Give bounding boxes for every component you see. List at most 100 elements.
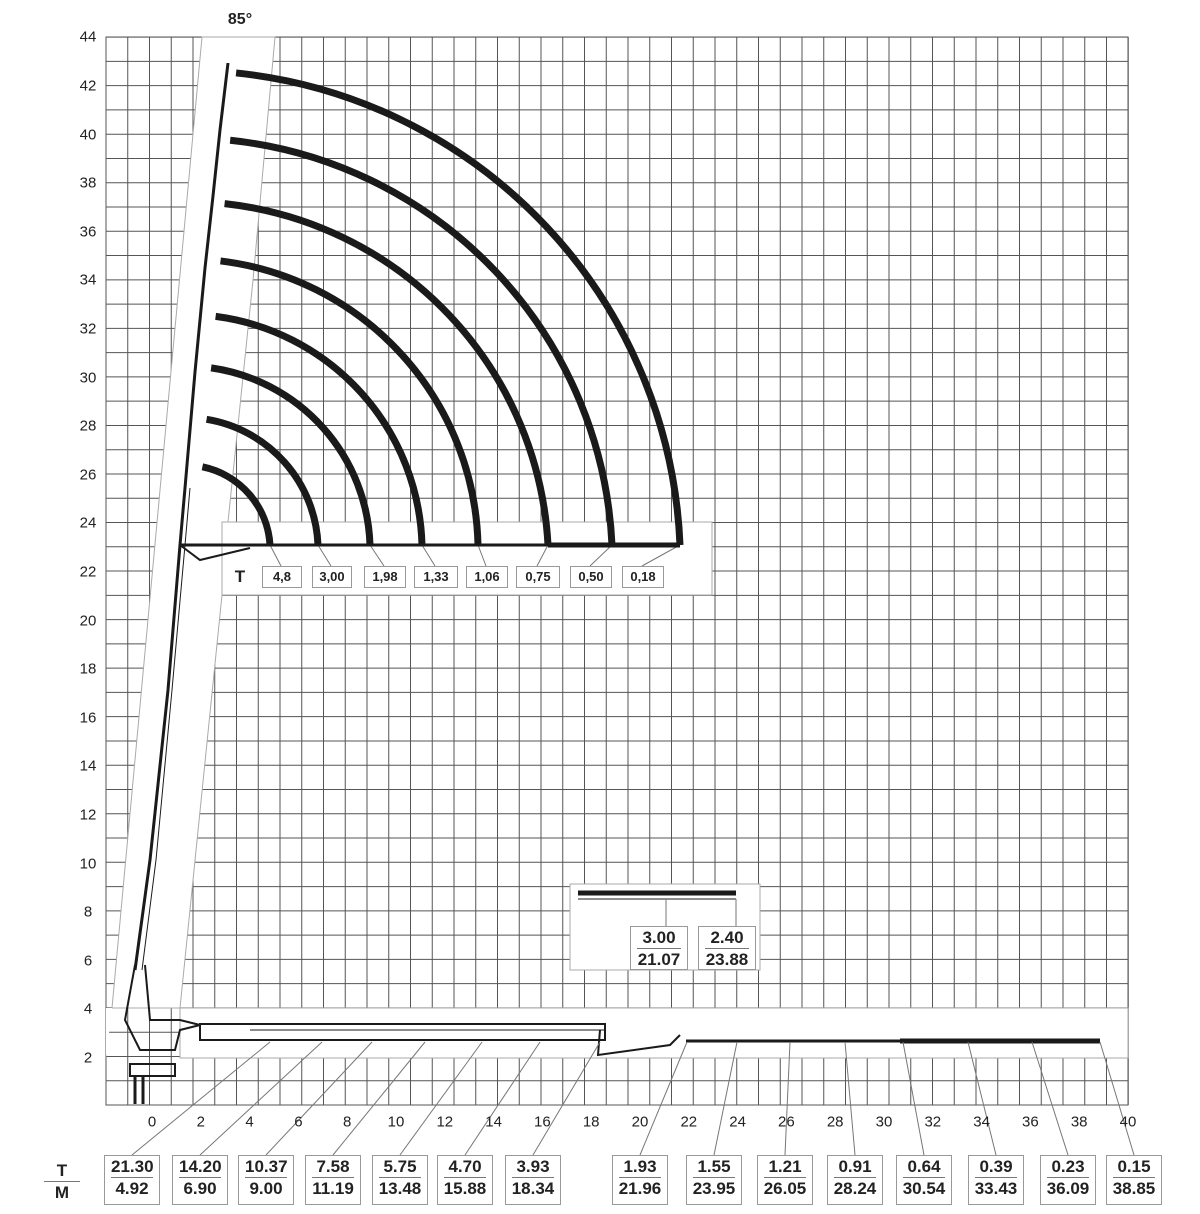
load-table-cell: 0.64 30.54 — [896, 1155, 952, 1205]
leader-line — [131, 1041, 271, 1156]
load-tons: 3.00 — [637, 927, 681, 949]
load-arc — [229, 136, 616, 546]
load-radius: 4.92 — [115, 1179, 149, 1198]
crane-base — [129, 1063, 176, 1077]
load-radius: 28.24 — [833, 1179, 877, 1198]
leader-line — [532, 1041, 601, 1156]
x-tick-label: 12 — [436, 1113, 454, 1131]
load-tons: 0.91 — [834, 1156, 876, 1178]
load-table-cell: 14.20 6.90 — [172, 1155, 228, 1205]
y-tick-label: 38 — [79, 174, 97, 192]
x-tick-label: 4 — [245, 1113, 254, 1131]
main-boom — [199, 1023, 606, 1041]
arc-load-label: 3,00 — [312, 566, 352, 588]
x-tick-label: 6 — [294, 1113, 303, 1131]
load-radius: 6.90 — [183, 1179, 217, 1198]
inset-table-cell: 2.40 23.88 — [698, 926, 756, 970]
load-tons: 0.64 — [903, 1156, 945, 1178]
x-tick-label: 38 — [1070, 1113, 1088, 1131]
inset-table-cell: 3.00 21.07 — [630, 926, 688, 970]
x-tick-label: 20 — [631, 1113, 649, 1131]
load-tons: 7.58 — [312, 1156, 354, 1178]
y-tick-label: 34 — [79, 271, 97, 289]
x-tick-label: 10 — [387, 1113, 405, 1131]
load-radius: 21.96 — [618, 1179, 662, 1198]
y-tick-label: 32 — [79, 320, 97, 338]
load-radius: 36.09 — [1046, 1179, 1090, 1198]
arc-unit-label: T — [234, 567, 246, 586]
y-tick-label: 2 — [83, 1049, 93, 1067]
arc-load-label: 1,33 — [414, 566, 458, 588]
x-tick-label: 32 — [924, 1113, 942, 1131]
load-table-cell: 1.21 26.05 — [757, 1155, 813, 1205]
load-table-cell: 5.75 13.48 — [372, 1155, 428, 1205]
x-tick-label: 40 — [1119, 1113, 1137, 1131]
load-tons: 0.23 — [1047, 1156, 1089, 1178]
y-tick-label: 10 — [79, 855, 97, 873]
load-tons: 5.75 — [379, 1156, 421, 1178]
load-arc — [215, 312, 426, 546]
y-tick-label: 42 — [79, 77, 97, 95]
load-radius: 11.19 — [312, 1179, 354, 1198]
load-tons: 10.37 — [245, 1157, 288, 1178]
leader-line — [317, 544, 332, 567]
arc-load-label: 1,98 — [364, 566, 406, 588]
x-tick-label: 34 — [973, 1113, 990, 1131]
load-radius: 18.34 — [511, 1179, 555, 1198]
load-radius: 26.05 — [763, 1179, 807, 1198]
load-radius: 33.43 — [974, 1179, 1018, 1198]
leader-line — [1031, 1041, 1069, 1156]
leader-line — [713, 1041, 738, 1156]
leader-line — [639, 1041, 688, 1156]
leader-line — [641, 544, 681, 567]
leader-line — [399, 1041, 483, 1156]
y-tick-label: 22 — [79, 563, 97, 581]
load-radius: 21.07 — [637, 950, 681, 969]
y-tick-label: 6 — [83, 952, 93, 970]
leader-line — [844, 1041, 856, 1156]
load-table-cell: 1.55 23.95 — [686, 1155, 742, 1205]
leader-line — [269, 544, 282, 567]
load-arc — [235, 69, 684, 546]
load-tons: 0.15 — [1113, 1156, 1155, 1178]
load-radius: 15.88 — [443, 1179, 487, 1198]
load-table-cell: 0.39 33.43 — [968, 1155, 1024, 1205]
leader-line — [784, 1041, 791, 1156]
arc-load-label: 0,50 — [570, 566, 612, 588]
x-tick-label: 0 — [147, 1113, 157, 1131]
load-tons: 3.93 — [512, 1156, 554, 1178]
x-tick-label: 24 — [729, 1113, 746, 1131]
load-arc — [210, 364, 374, 546]
leader-line — [332, 1041, 426, 1156]
load-tons: 14.20 — [179, 1157, 222, 1178]
load-table-cell: 3.93 18.34 — [505, 1155, 561, 1205]
load-table-cell: 1.93 21.96 — [612, 1155, 668, 1205]
y-tick-label: 12 — [79, 806, 97, 824]
load-radius: 23.88 — [705, 950, 749, 969]
leader-line — [265, 1041, 373, 1156]
boom-band — [179, 1007, 1129, 1059]
y-tick-label: 28 — [79, 417, 97, 435]
load-radius: 38.85 — [1112, 1179, 1156, 1198]
load-tons: 1.93 — [619, 1156, 661, 1178]
load-table-cell: 4.70 15.88 — [437, 1155, 493, 1205]
angle-label: 85° — [227, 11, 253, 28]
leader-line — [589, 544, 613, 567]
load-tons: 0.39 — [975, 1156, 1017, 1178]
load-table-cell: 10.37 9.00 — [238, 1155, 294, 1205]
y-tick-label: 26 — [79, 466, 97, 484]
y-tick-label: 16 — [79, 709, 97, 727]
unit-tons: T — [44, 1160, 80, 1182]
x-tick-label: 16 — [534, 1113, 551, 1131]
y-tick-label: 18 — [79, 660, 97, 678]
load-arc — [206, 415, 322, 546]
y-tick-label: 36 — [79, 223, 97, 241]
load-radius: 30.54 — [902, 1179, 946, 1198]
load-tons: 21.30 — [111, 1157, 154, 1178]
x-tick-label: 14 — [485, 1113, 502, 1131]
x-tick-label: 28 — [826, 1113, 844, 1131]
y-tick-label: 8 — [83, 903, 93, 921]
jib-knuckle — [179, 544, 251, 562]
load-arc — [224, 200, 552, 546]
